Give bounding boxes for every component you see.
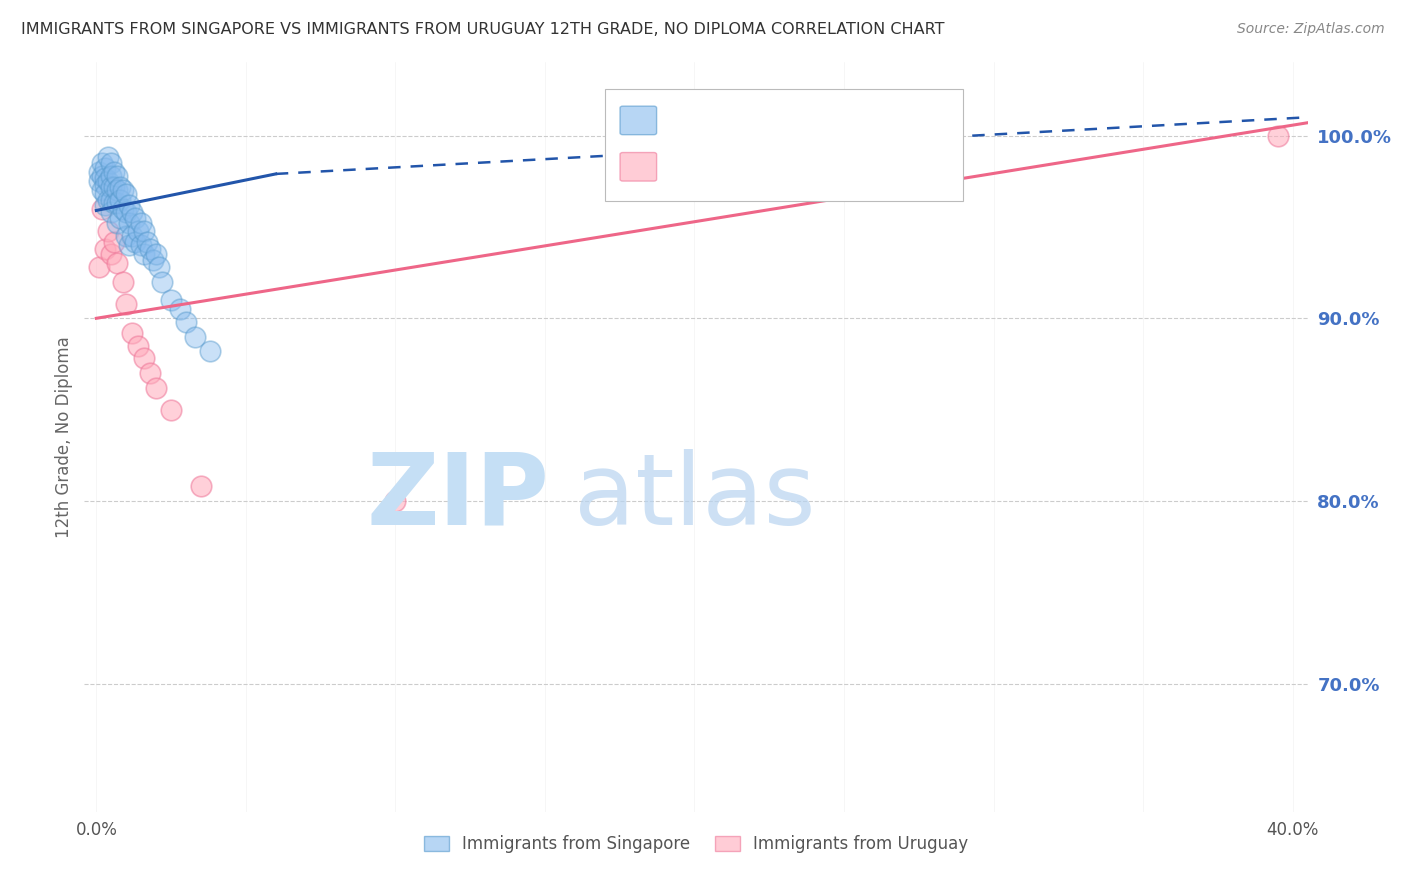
Point — [100, 156, 122, 170]
Point — [121, 326, 143, 340]
Point — [148, 260, 170, 274]
Point — [112, 183, 135, 197]
Point — [105, 183, 128, 197]
Point — [89, 165, 111, 179]
Point — [121, 205, 143, 219]
Point — [118, 216, 141, 230]
Point — [190, 479, 212, 493]
Point — [160, 402, 183, 417]
Point — [127, 339, 149, 353]
Point — [97, 174, 120, 188]
Point — [198, 344, 221, 359]
Point — [112, 275, 135, 289]
Point — [105, 256, 128, 270]
Point — [91, 183, 114, 197]
Point — [124, 235, 146, 249]
Text: 0.168: 0.168 — [707, 112, 765, 129]
Point — [121, 229, 143, 244]
Text: 0.309: 0.309 — [707, 158, 763, 176]
Point — [100, 169, 122, 183]
Text: N =: N = — [778, 158, 817, 176]
Point — [110, 179, 132, 194]
Y-axis label: 12th Grade, No Diploma: 12th Grade, No Diploma — [55, 336, 73, 538]
Point — [105, 169, 128, 183]
Point — [89, 260, 111, 274]
Point — [110, 193, 132, 207]
Point — [94, 198, 117, 212]
Point — [134, 223, 156, 237]
Point — [115, 187, 138, 202]
Text: N =: N = — [778, 112, 817, 129]
Text: R =: R = — [662, 158, 702, 176]
Point — [145, 247, 167, 261]
Point — [169, 302, 191, 317]
Point — [89, 174, 111, 188]
Point — [97, 151, 120, 165]
Point — [184, 329, 207, 343]
Text: atlas: atlas — [574, 449, 815, 546]
Point — [97, 223, 120, 237]
Text: Source: ZipAtlas.com: Source: ZipAtlas.com — [1237, 22, 1385, 37]
Point — [145, 381, 167, 395]
Point — [384, 494, 406, 508]
Point — [105, 216, 128, 230]
Point — [129, 216, 152, 230]
Point — [100, 193, 122, 207]
Point — [115, 229, 138, 244]
Point — [112, 202, 135, 216]
Point — [91, 202, 114, 216]
Point — [160, 293, 183, 307]
Point — [139, 366, 162, 380]
Point — [150, 275, 173, 289]
Point — [100, 179, 122, 194]
Text: IMMIGRANTS FROM SINGAPORE VS IMMIGRANTS FROM URUGUAY 12TH GRADE, NO DIPLOMA CORR: IMMIGRANTS FROM SINGAPORE VS IMMIGRANTS … — [21, 22, 945, 37]
Point — [136, 235, 159, 249]
Point — [94, 187, 117, 202]
Point — [174, 315, 197, 329]
Point — [118, 198, 141, 212]
Point — [139, 242, 162, 256]
Text: 56: 56 — [825, 112, 851, 129]
Point — [94, 178, 117, 192]
Point — [124, 211, 146, 225]
Point — [103, 196, 125, 211]
Point — [127, 223, 149, 237]
Point — [142, 252, 165, 267]
Point — [91, 169, 114, 183]
Point — [94, 242, 117, 256]
Point — [115, 205, 138, 219]
Point — [94, 161, 117, 176]
Text: 18: 18 — [825, 158, 851, 176]
Point — [103, 165, 125, 179]
Point — [134, 351, 156, 366]
Point — [91, 156, 114, 170]
Point — [94, 170, 117, 185]
Point — [134, 247, 156, 261]
Legend: Immigrants from Singapore, Immigrants from Uruguay: Immigrants from Singapore, Immigrants fr… — [416, 829, 976, 860]
Text: R =: R = — [662, 112, 702, 129]
Point — [97, 193, 120, 207]
Point — [100, 205, 122, 219]
Point — [103, 235, 125, 249]
Point — [118, 238, 141, 252]
Point — [129, 238, 152, 252]
Point — [115, 296, 138, 310]
Text: ZIP: ZIP — [367, 449, 550, 546]
Point — [105, 196, 128, 211]
Point — [100, 247, 122, 261]
Point — [103, 179, 125, 194]
Point — [1267, 128, 1289, 143]
Point — [110, 211, 132, 225]
